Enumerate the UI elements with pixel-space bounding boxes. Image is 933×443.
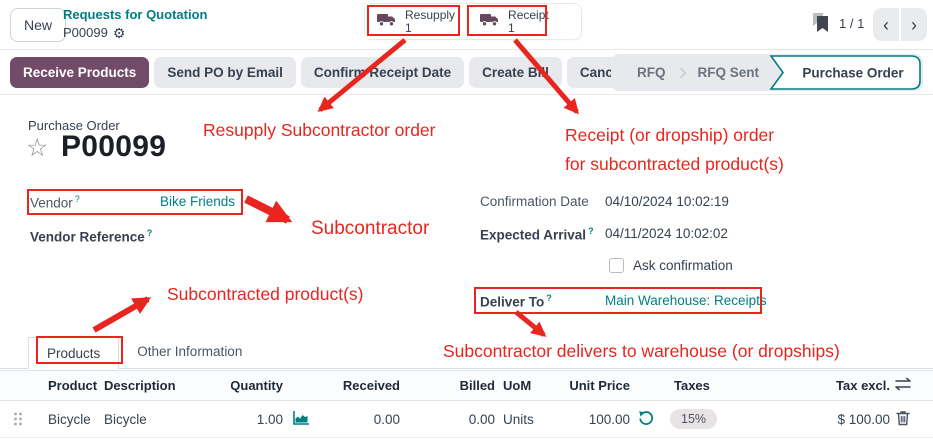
- forecast-chart-icon[interactable]: [293, 410, 310, 425]
- col-taxes[interactable]: Taxes: [674, 378, 710, 393]
- table-row: Bicycle Bicycle 1.00 0.00 0.00 Units 100…: [0, 401, 933, 438]
- reset-price-icon[interactable]: [638, 410, 654, 426]
- annotation-resupply: Resupply Subcontractor order: [203, 120, 436, 140]
- action-bar: Receive Products Send PO by Email Confir…: [0, 51, 933, 95]
- tax-tag[interactable]: 15%: [670, 409, 718, 429]
- new-button[interactable]: New: [10, 8, 67, 42]
- gear-icon[interactable]: ⚙: [112, 25, 126, 41]
- table-header-row: Product Description Quantity Received Bi…: [0, 370, 933, 401]
- col-quantity[interactable]: Quantity: [230, 378, 283, 393]
- stat-label: Resupply: [405, 7, 456, 22]
- chevron-right-icon: [675, 66, 688, 79]
- favorite-star-icon[interactable]: ☆: [26, 134, 49, 162]
- col-unit-price[interactable]: Unit Price: [569, 378, 630, 393]
- status-step-rfq[interactable]: RFQ: [636, 65, 666, 80]
- status-step-purchase-order[interactable]: Purchase Order: [769, 54, 923, 91]
- annotation-subcontracted-products: Subcontracted product(s): [167, 284, 364, 304]
- tab-products[interactable]: Products: [28, 337, 120, 369]
- receipt-stat-button[interactable]: Receipt 1: [468, 4, 561, 39]
- help-icon: ?: [588, 226, 594, 236]
- col-product[interactable]: Product: [48, 378, 98, 393]
- help-icon: ?: [74, 194, 80, 204]
- annotation-deliver-to: Subcontractor delivers to warehouse (or …: [443, 341, 840, 361]
- deliver-to-value[interactable]: Main Warehouse: Receipts: [605, 293, 767, 308]
- vendor-reference-label: Vendor Reference?: [30, 228, 153, 245]
- expected-arrival-value[interactable]: 04/11/2024 10:02:02: [605, 226, 728, 241]
- cell-billed[interactable]: 0.00: [468, 411, 495, 427]
- truck-icon: [480, 12, 501, 31]
- breadcrumb: Requests for Quotation P00099 ⚙: [63, 6, 207, 42]
- svg-text:Purchase Order: Purchase Order: [802, 66, 904, 81]
- send-po-by-email-button[interactable]: Send PO by Email: [154, 57, 296, 88]
- control-panel: New Requests for Quotation P00099 ⚙ Resu…: [0, 0, 933, 50]
- help-icon: ?: [146, 228, 153, 238]
- stat-count: 1: [405, 20, 412, 35]
- tab-other-information[interactable]: Other Information: [137, 344, 243, 359]
- drag-handle[interactable]: [0, 411, 36, 427]
- col-tax-excl[interactable]: Tax excl.: [836, 378, 890, 393]
- delete-row-icon[interactable]: [895, 410, 910, 426]
- stat-count: 1: [508, 20, 515, 35]
- pager-count: 1 / 1: [839, 16, 865, 31]
- annotation-subcontractor: Subcontractor: [311, 218, 430, 239]
- confirm-receipt-date-button[interactable]: Confirm Receipt Date: [300, 57, 465, 88]
- col-received[interactable]: Received: [342, 378, 400, 393]
- cell-unit-price[interactable]: 100.00: [588, 411, 630, 427]
- status-step-rfq-sent[interactable]: RFQ Sent: [697, 65, 759, 80]
- page-title: P00099: [61, 130, 167, 163]
- resupply-stat-button[interactable]: Resupply 1: [365, 4, 469, 39]
- next-record-button[interactable]: ›: [901, 8, 927, 41]
- cell-uom[interactable]: Units: [503, 411, 534, 427]
- col-description[interactable]: Description: [104, 378, 176, 393]
- vendor-value[interactable]: Bike Friends: [160, 194, 236, 209]
- cell-received[interactable]: 0.00: [373, 411, 400, 427]
- breadcrumb-link[interactable]: Requests for Quotation: [63, 7, 208, 22]
- stat-button-box: Resupply 1 Receipt 1: [364, 3, 582, 40]
- col-billed[interactable]: Billed: [459, 378, 495, 393]
- optional-columns-icon[interactable]: [894, 377, 911, 391]
- statusbar: RFQ RFQ Sent Purchase Order: [610, 54, 923, 91]
- confirmation-date-label: Confirmation Date: [480, 194, 589, 209]
- stat-label: Receipt: [508, 7, 549, 22]
- record-name: P00099: [63, 25, 108, 40]
- bookmark-icon[interactable]: [811, 13, 830, 38]
- cell-description[interactable]: Bicycle: [104, 411, 147, 427]
- truck-icon: [377, 12, 398, 31]
- doc-type-label: Purchase Order: [28, 118, 120, 133]
- ask-confirmation-label: Ask confirmation: [633, 258, 733, 273]
- record-pager: ‹ ›: [873, 8, 927, 41]
- cell-tax-excl: $ 100.00: [837, 411, 890, 427]
- help-icon: ?: [546, 293, 552, 303]
- vendor-label: Vendor?: [30, 194, 80, 211]
- cell-quantity[interactable]: 1.00: [256, 411, 283, 427]
- deliver-to-label: Deliver To?: [480, 293, 552, 310]
- create-bill-button[interactable]: Create Bill: [469, 57, 562, 88]
- annotation-receipt: Receipt (or dropship) order for subcontr…: [565, 125, 784, 174]
- expected-arrival-label: Expected Arrival?: [480, 226, 594, 243]
- ask-confirmation-checkbox[interactable]: [609, 258, 624, 273]
- order-lines-table: Product Description Quantity Received Bi…: [0, 370, 933, 438]
- receive-products-button[interactable]: Receive Products: [10, 57, 150, 88]
- cell-product[interactable]: Bicycle: [48, 411, 91, 427]
- col-uom[interactable]: UoM: [503, 378, 532, 393]
- confirmation-date-value[interactable]: 04/10/2024 10:02:19: [605, 194, 729, 209]
- previous-record-button[interactable]: ‹: [873, 8, 899, 41]
